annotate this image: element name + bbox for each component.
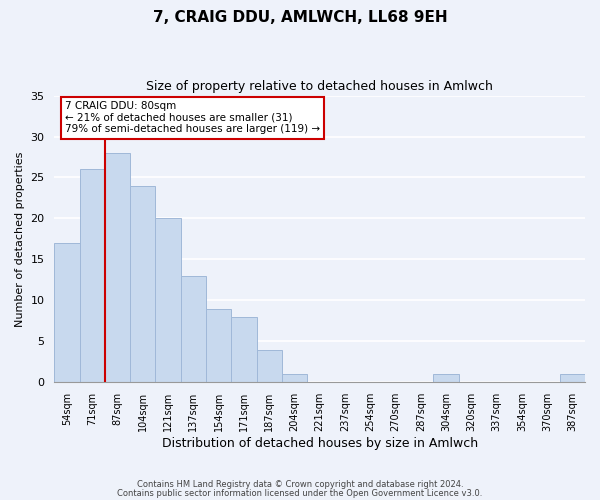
Text: Contains public sector information licensed under the Open Government Licence v3: Contains public sector information licen… <box>118 490 482 498</box>
Bar <box>155 218 181 382</box>
Bar <box>433 374 458 382</box>
Bar <box>105 153 130 382</box>
Bar <box>560 374 585 382</box>
Text: 7 CRAIG DDU: 80sqm
← 21% of detached houses are smaller (31)
79% of semi-detache: 7 CRAIG DDU: 80sqm ← 21% of detached hou… <box>65 102 320 134</box>
Bar <box>257 350 282 382</box>
Bar <box>181 276 206 382</box>
Bar <box>130 186 155 382</box>
X-axis label: Distribution of detached houses by size in Amlwch: Distribution of detached houses by size … <box>161 437 478 450</box>
Bar <box>231 317 257 382</box>
Text: 7, CRAIG DDU, AMLWCH, LL68 9EH: 7, CRAIG DDU, AMLWCH, LL68 9EH <box>152 10 448 25</box>
Bar <box>80 170 105 382</box>
Title: Size of property relative to detached houses in Amlwch: Size of property relative to detached ho… <box>146 80 493 93</box>
Bar <box>206 308 231 382</box>
Bar <box>55 243 80 382</box>
Y-axis label: Number of detached properties: Number of detached properties <box>15 152 25 326</box>
Text: Contains HM Land Registry data © Crown copyright and database right 2024.: Contains HM Land Registry data © Crown c… <box>137 480 463 489</box>
Bar <box>282 374 307 382</box>
